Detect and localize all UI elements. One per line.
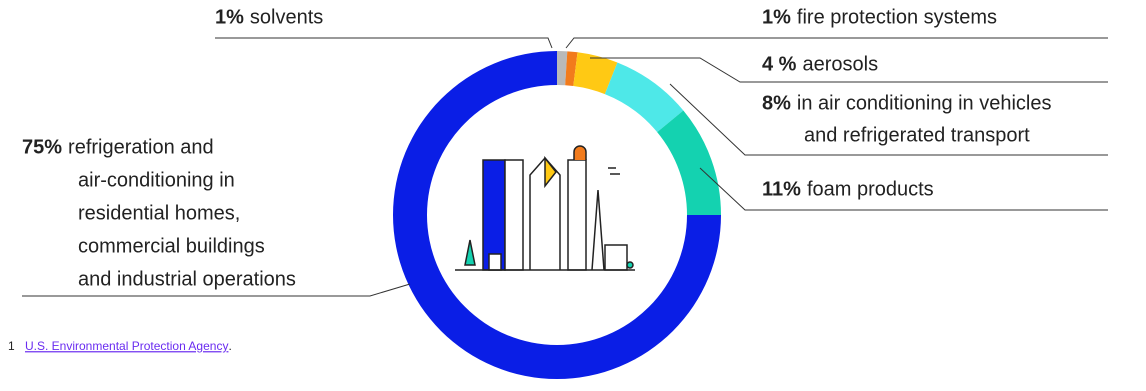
category-label: solvents xyxy=(250,6,323,28)
leader-line xyxy=(669,83,1108,156)
leader-line xyxy=(22,283,411,297)
footnote-link[interactable]: U.S. Environmental Protection Agency xyxy=(25,339,228,353)
slice xyxy=(573,52,618,95)
category-label: and refrigerated transport xyxy=(804,124,1030,146)
category-label: in air conditioning in vehicles xyxy=(797,92,1052,114)
footnote-end: . xyxy=(228,339,231,353)
value-label: 1% xyxy=(762,6,791,28)
slice xyxy=(604,62,684,133)
category-label: aerosols xyxy=(802,53,878,75)
donut xyxy=(393,51,721,379)
leader-line xyxy=(565,37,1108,49)
category-label: residential homes, xyxy=(78,202,240,224)
leader-line xyxy=(699,167,1108,211)
footnote-marker: 1 xyxy=(8,339,15,353)
value-label: 4 % xyxy=(762,53,797,75)
category-label: refrigeration and xyxy=(68,136,214,158)
category-label: air-conditioning in xyxy=(78,169,235,191)
slice xyxy=(657,110,721,215)
category-label: and industrial operations xyxy=(78,268,296,290)
labels: 1% solvents 1% fire protection systems 4 % ae… xyxy=(22,6,1108,297)
leader-line xyxy=(590,57,1108,83)
value-label: 11% xyxy=(762,178,801,200)
category-label: foam products xyxy=(807,178,934,200)
value-label: 75% xyxy=(22,136,62,158)
value-label: 8% xyxy=(762,92,791,114)
category-label: fire protection systems xyxy=(797,6,997,28)
city-illustration xyxy=(455,145,635,271)
category-label: commercial buildings xyxy=(78,235,265,257)
slice xyxy=(557,51,568,86)
value-label: 1% xyxy=(215,6,244,28)
leader-line xyxy=(215,37,553,49)
slice xyxy=(565,51,578,87)
